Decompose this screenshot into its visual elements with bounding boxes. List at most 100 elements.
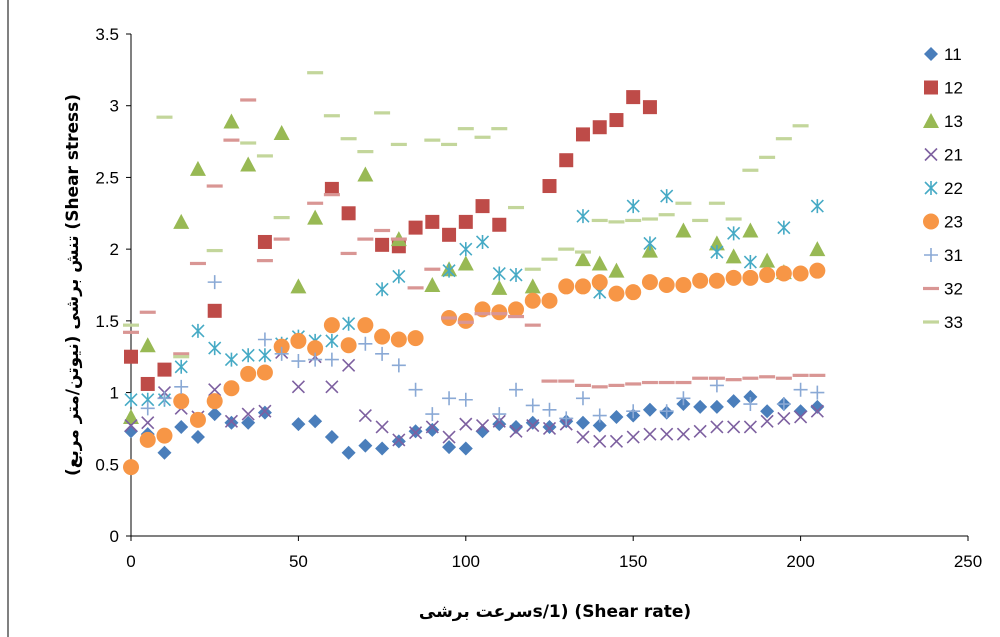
- data-point: [509, 382, 524, 397]
- data-point: [509, 267, 523, 282]
- x-tick-label: 100: [452, 552, 480, 571]
- data-point: [124, 424, 138, 439]
- data-point: [258, 348, 272, 363]
- data-point: [492, 266, 506, 281]
- legend-marker: [924, 248, 938, 262]
- legend-item-11: 11: [924, 45, 962, 64]
- legend-label: 31: [944, 246, 963, 265]
- series-23: [123, 262, 826, 476]
- data-point: [174, 379, 189, 394]
- data-point: [508, 301, 525, 318]
- data-point: [340, 337, 357, 354]
- data-point: [358, 438, 373, 453]
- data-point: [173, 352, 190, 356]
- data-point: [206, 393, 223, 410]
- data-point: [173, 393, 190, 410]
- data-point: [541, 379, 558, 383]
- legend-item-21: 21: [924, 146, 963, 165]
- data-point: [676, 391, 691, 406]
- data-point: [776, 397, 791, 412]
- data-point: [208, 341, 222, 356]
- legend-item-32: 32: [923, 280, 963, 299]
- data-point: [742, 168, 759, 172]
- y-tick-label: 3.5: [95, 25, 119, 44]
- data-point: [524, 292, 541, 309]
- data-point: [459, 417, 473, 431]
- data-point: [676, 427, 690, 441]
- data-point: [492, 414, 506, 428]
- data-point: [593, 434, 607, 448]
- data-point: [575, 391, 590, 406]
- data-point: [725, 378, 742, 382]
- data-point: [341, 206, 356, 221]
- data-point: [608, 383, 625, 387]
- data-point: [576, 209, 590, 224]
- data-point: [524, 267, 541, 271]
- data-point: [508, 205, 525, 210]
- data-point: [708, 201, 725, 205]
- data-point: [241, 415, 256, 430]
- data-point: [491, 127, 508, 131]
- data-point: [207, 303, 222, 318]
- data-point: [273, 124, 290, 140]
- data-point: [424, 138, 441, 142]
- data-point: [408, 424, 423, 439]
- data-point: [342, 358, 356, 372]
- data-point: [457, 255, 474, 271]
- data-point: [660, 189, 674, 204]
- data-point: [442, 430, 456, 444]
- data-point: [307, 71, 324, 75]
- data-point: [407, 330, 424, 347]
- data-point: [658, 380, 675, 385]
- data-point: [124, 349, 138, 364]
- data-point: [441, 142, 458, 147]
- data-point: [708, 235, 725, 251]
- data-point: [273, 338, 290, 355]
- data-point: [591, 385, 608, 389]
- data-point: [441, 316, 458, 320]
- data-point: [727, 420, 741, 434]
- data-point: [591, 218, 608, 223]
- legend-label: 23: [944, 213, 963, 232]
- data-point: [124, 418, 138, 433]
- data-point: [357, 150, 374, 154]
- data-point: [273, 215, 290, 220]
- data-point: [509, 419, 524, 434]
- data-point: [475, 199, 490, 214]
- data-point: [492, 417, 507, 432]
- data-point: [340, 251, 357, 256]
- data-point: [191, 323, 205, 338]
- data-point: [692, 272, 709, 289]
- data-point: [442, 227, 457, 242]
- data-point: [692, 218, 709, 223]
- data-point: [659, 404, 674, 419]
- data-point: [675, 222, 692, 238]
- data-point: [374, 228, 391, 233]
- data-point: [492, 217, 507, 232]
- data-point: [240, 156, 257, 172]
- series-22: [124, 189, 824, 407]
- data-point: [207, 407, 222, 422]
- data-point: [375, 237, 390, 252]
- data-point: [324, 352, 339, 367]
- y-tick-label: 1.5: [95, 312, 119, 331]
- data-point: [357, 317, 374, 334]
- data-point: [223, 113, 240, 129]
- data-point: [256, 259, 273, 263]
- data-point: [508, 314, 525, 319]
- data-point: [643, 236, 657, 251]
- data-point: [190, 430, 205, 445]
- data-point: [392, 433, 406, 447]
- data-point: [139, 310, 156, 314]
- data-point: [693, 424, 707, 438]
- data-point: [341, 445, 356, 460]
- data-point: [759, 266, 776, 283]
- legend-item-12: 12: [924, 79, 963, 98]
- legend-label: 22: [944, 179, 963, 198]
- data-point: [140, 401, 155, 416]
- data-point: [123, 408, 139, 424]
- data-point: [425, 214, 440, 229]
- data-point: [458, 392, 473, 407]
- data-point: [391, 358, 406, 373]
- data-point: [760, 414, 774, 428]
